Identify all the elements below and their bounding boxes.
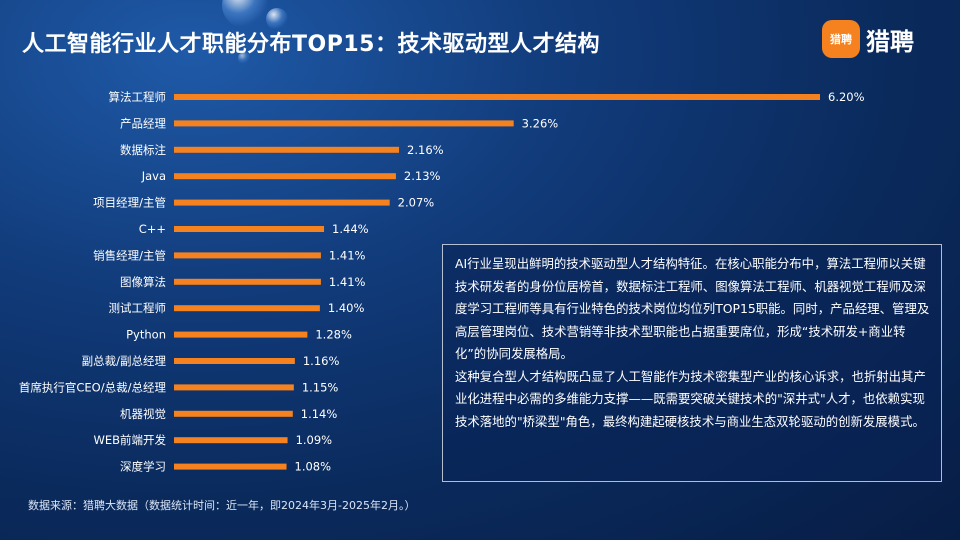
category-label: Java bbox=[141, 169, 166, 183]
bar bbox=[174, 410, 293, 417]
category-label: 副总裁/副总经理 bbox=[82, 354, 167, 368]
category-label: 图像算法 bbox=[120, 275, 166, 289]
value-label: 2.13% bbox=[404, 169, 441, 183]
category-label: C++ bbox=[139, 222, 166, 236]
value-label: 1.16% bbox=[303, 354, 340, 368]
category-label: WEB前端开发 bbox=[93, 433, 166, 447]
bar-chart: 算法工程师 6.20% 产品经理 3.26% 数据标注 2.16% Java 2.13% 项目经… bbox=[19, 90, 865, 474]
decor-bubble-small bbox=[266, 8, 288, 30]
bar bbox=[174, 278, 321, 285]
value-label: 3.26% bbox=[522, 116, 559, 130]
value-label: 1.44% bbox=[332, 222, 369, 236]
bar bbox=[174, 226, 325, 232]
value-label: 6.20% bbox=[828, 90, 865, 104]
info-paragraph-2: 这种复合型人才结构既凸显了人工智能作为技术密集型产业的核心诉求，也折射出其产业化… bbox=[455, 368, 926, 429]
category-label: 销售经理/主管 bbox=[93, 248, 166, 262]
page-title: 人工智能行业人才职能分布TOP15：技术驱动型人才结构 bbox=[22, 32, 600, 57]
bar bbox=[174, 252, 321, 259]
data-source-note: 数据来源：猎聘大数据（数据统计时间：近一年，即2024年3月-2025年2月。） bbox=[28, 499, 416, 512]
category-label: 深度学习 bbox=[120, 460, 166, 474]
category-label: 算法工程师 bbox=[109, 90, 167, 104]
bar bbox=[174, 199, 390, 206]
value-label: 1.08% bbox=[295, 460, 332, 474]
bar bbox=[174, 120, 514, 127]
category-label: 产品经理 bbox=[120, 116, 166, 130]
bar bbox=[174, 305, 320, 312]
category-label: 测试工程师 bbox=[109, 301, 167, 315]
category-label: 首席执行官CEO/总裁/总经理 bbox=[19, 380, 167, 394]
value-label: 1.41% bbox=[329, 248, 366, 262]
category-label: 数据标注 bbox=[120, 143, 166, 157]
category-label: 项目经理/主管 bbox=[93, 196, 166, 210]
bar bbox=[174, 384, 294, 391]
value-label: 1.15% bbox=[302, 380, 339, 394]
value-label: 2.07% bbox=[398, 196, 435, 210]
decor-bubble-large bbox=[222, 0, 268, 28]
value-label: 2.16% bbox=[407, 143, 444, 157]
bar bbox=[174, 146, 400, 153]
value-label: 1.14% bbox=[301, 407, 338, 421]
bar bbox=[174, 173, 396, 180]
value-label: 1.40% bbox=[328, 301, 365, 315]
logo-badge-icon: 猎聘 bbox=[822, 20, 860, 58]
info-paragraph-1: AI行业呈现出鲜明的技术驱动型人才结构特征。在核心职能分布中，算法工程师以关键技… bbox=[455, 256, 930, 361]
value-label: 1.28% bbox=[315, 328, 352, 342]
bar bbox=[174, 331, 308, 338]
bar bbox=[174, 463, 287, 470]
bar bbox=[174, 437, 288, 444]
logo-text: 猎聘 bbox=[866, 27, 914, 56]
value-label: 1.41% bbox=[329, 275, 366, 289]
bar bbox=[174, 358, 295, 364]
bar bbox=[174, 94, 820, 100]
category-label: 机器视觉 bbox=[120, 407, 166, 421]
liepin-logo: 猎聘 猎聘 bbox=[822, 18, 942, 60]
value-label: 1.09% bbox=[296, 433, 333, 447]
info-box: AI行业呈现出鲜明的技术驱动型人才结构特征。在核心职能分布中，算法工程师以关键技… bbox=[442, 244, 942, 482]
category-label: Python bbox=[126, 328, 166, 342]
decor-bubble-tiny bbox=[238, 52, 250, 64]
